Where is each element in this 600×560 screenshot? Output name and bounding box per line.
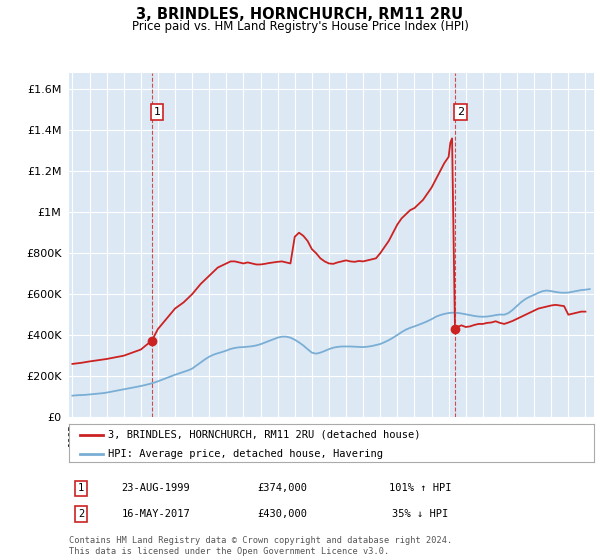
Text: 1: 1 [78,483,84,493]
Text: 23-AUG-1999: 23-AUG-1999 [122,483,190,493]
Text: 2: 2 [78,509,84,519]
Text: 16-MAY-2017: 16-MAY-2017 [122,509,190,519]
Text: £430,000: £430,000 [257,509,307,519]
Text: 3, BRINDLES, HORNCHURCH, RM11 2RU: 3, BRINDLES, HORNCHURCH, RM11 2RU [136,7,464,22]
Text: 101% ↑ HPI: 101% ↑ HPI [389,483,451,493]
Text: 35% ↓ HPI: 35% ↓ HPI [392,509,448,519]
Text: 3, BRINDLES, HORNCHURCH, RM11 2RU (detached house): 3, BRINDLES, HORNCHURCH, RM11 2RU (detac… [109,430,421,440]
Text: £374,000: £374,000 [257,483,307,493]
Text: HPI: Average price, detached house, Havering: HPI: Average price, detached house, Have… [109,449,383,459]
Text: 2: 2 [457,107,464,116]
Text: Contains HM Land Registry data © Crown copyright and database right 2024.
This d: Contains HM Land Registry data © Crown c… [69,536,452,556]
Text: 1: 1 [154,107,161,116]
Text: Price paid vs. HM Land Registry's House Price Index (HPI): Price paid vs. HM Land Registry's House … [131,20,469,32]
